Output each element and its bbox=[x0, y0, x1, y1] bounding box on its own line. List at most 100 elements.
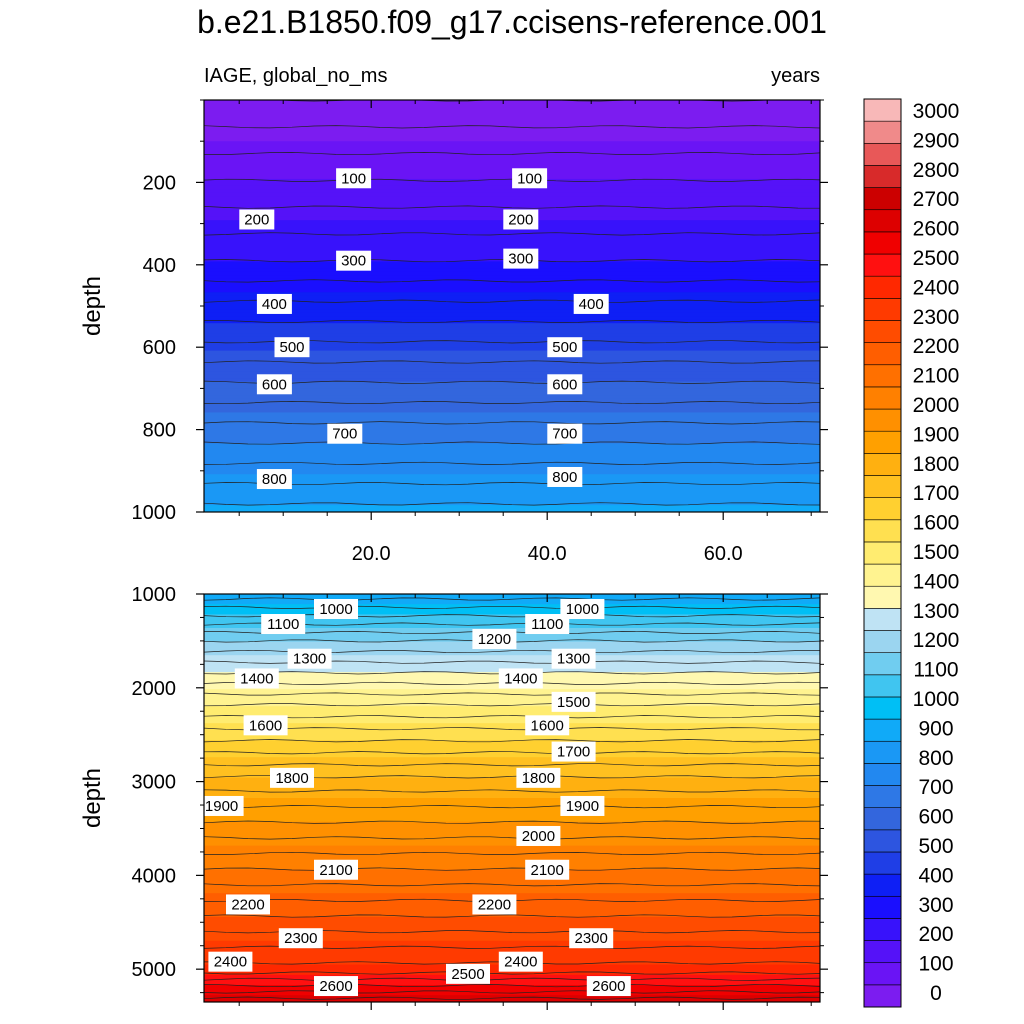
contour-band bbox=[204, 730, 820, 735]
contour-label: 1800 bbox=[275, 770, 308, 787]
contour-band bbox=[204, 117, 820, 122]
contour-band bbox=[204, 330, 820, 335]
contour-band bbox=[204, 842, 820, 847]
contour-band bbox=[204, 206, 820, 211]
colorbar-tick-label: 2200 bbox=[913, 335, 960, 358]
colorbar-box bbox=[863, 320, 902, 343]
colorbar-box bbox=[863, 851, 902, 875]
contour-line bbox=[204, 739, 820, 743]
contour-band bbox=[204, 985, 820, 990]
colorbar-box bbox=[863, 298, 902, 321]
colorbar-box bbox=[863, 209, 902, 233]
contour-band bbox=[204, 872, 820, 877]
contour-band bbox=[204, 617, 820, 622]
contour-label-box bbox=[336, 168, 372, 189]
contour-label-box bbox=[226, 894, 270, 915]
colorbar-tick-label: 200 bbox=[918, 923, 953, 946]
contour-label: 500 bbox=[552, 339, 577, 356]
contour-band bbox=[204, 336, 820, 342]
colorbar-tick-label: 2600 bbox=[913, 218, 960, 241]
contour-band bbox=[204, 709, 820, 714]
contour-band bbox=[204, 333, 820, 338]
contour-band bbox=[204, 158, 820, 163]
contour-line bbox=[204, 100, 776, 102]
contour-band bbox=[204, 312, 820, 318]
contour-band bbox=[204, 402, 820, 407]
colorbar-tick-label: 1600 bbox=[913, 512, 960, 535]
contour-band bbox=[204, 760, 820, 765]
contour-label-box bbox=[512, 168, 548, 189]
contour-band bbox=[204, 862, 820, 867]
colorbar-tick-label: 2000 bbox=[913, 394, 960, 417]
contour-band bbox=[204, 271, 820, 276]
contour-band bbox=[204, 292, 820, 297]
colorbar-tick-label: 500 bbox=[918, 835, 953, 858]
contour-band bbox=[204, 120, 820, 125]
contour-line bbox=[204, 703, 820, 707]
contour-line bbox=[204, 836, 820, 840]
contour-band bbox=[204, 787, 820, 792]
contour-label: 1300 bbox=[293, 651, 326, 668]
upper-panel: 100 100 200 200 300 300 400 400 500 500 600 600 700 7… bbox=[79, 99, 828, 524]
contour-band bbox=[204, 501, 820, 506]
contour-label: 800 bbox=[552, 469, 577, 486]
contour-line bbox=[204, 299, 820, 303]
colorbar-box bbox=[863, 98, 902, 122]
colorbar-box bbox=[863, 895, 902, 919]
contour-band bbox=[204, 347, 820, 352]
contour-label-box bbox=[261, 614, 306, 635]
contour-line bbox=[204, 152, 820, 156]
contour-line bbox=[204, 482, 820, 486]
contour-label: 600 bbox=[262, 376, 287, 393]
contour-band bbox=[204, 199, 820, 204]
contour-band bbox=[204, 781, 820, 786]
x-tick-label: 40.0 bbox=[528, 543, 567, 565]
y-tick-label: 2000 bbox=[132, 678, 177, 700]
contour-line bbox=[204, 715, 820, 719]
contour-label: 1900 bbox=[205, 798, 238, 815]
contour-band bbox=[204, 316, 820, 321]
colorbar-tick-label: 1700 bbox=[913, 482, 960, 505]
contour-band bbox=[204, 357, 820, 362]
contour-band bbox=[204, 405, 820, 410]
contour-band bbox=[204, 196, 820, 201]
contour-line bbox=[204, 692, 820, 696]
contour-band bbox=[204, 281, 820, 287]
contour-band bbox=[204, 343, 820, 348]
contour-label: 1700 bbox=[557, 744, 590, 761]
contour-line bbox=[204, 441, 820, 445]
contour-line bbox=[204, 805, 820, 809]
y-tick-label: 600 bbox=[143, 337, 176, 359]
contour-band bbox=[204, 436, 820, 441]
contour-label-box bbox=[243, 715, 288, 736]
colorbar-tick-label: 2700 bbox=[913, 188, 960, 211]
contour-band bbox=[204, 658, 820, 663]
contour-label-box bbox=[569, 928, 614, 949]
contour-band bbox=[204, 371, 820, 376]
colorbar-box bbox=[863, 918, 902, 941]
contour-label: 200 bbox=[508, 211, 533, 228]
colorbar-box bbox=[863, 785, 902, 808]
contour-band bbox=[204, 477, 820, 482]
contour-label: 100 bbox=[517, 170, 542, 187]
colorbar-box bbox=[863, 652, 902, 676]
contour-band bbox=[204, 350, 820, 355]
contour-label: 1000 bbox=[319, 601, 352, 618]
contour-band bbox=[204, 484, 820, 489]
contour-label-box bbox=[199, 795, 244, 816]
contour-band bbox=[204, 981, 820, 986]
contour-band bbox=[204, 367, 820, 373]
colorbar-tick-label: 900 bbox=[918, 717, 953, 740]
contour-band bbox=[204, 876, 820, 881]
contour-line bbox=[204, 763, 820, 767]
contour-band bbox=[204, 757, 820, 762]
colorbar-box bbox=[863, 807, 902, 831]
contour-label: 400 bbox=[262, 296, 287, 313]
contour-band bbox=[204, 498, 820, 503]
contour-line bbox=[204, 867, 820, 871]
contour-label-box bbox=[287, 648, 332, 669]
contour-label-box bbox=[551, 741, 596, 762]
colorbar-tick-label: 400 bbox=[918, 864, 953, 887]
contour-label: 2200 bbox=[231, 896, 264, 913]
colorbar-tick-label: 2100 bbox=[913, 365, 960, 388]
